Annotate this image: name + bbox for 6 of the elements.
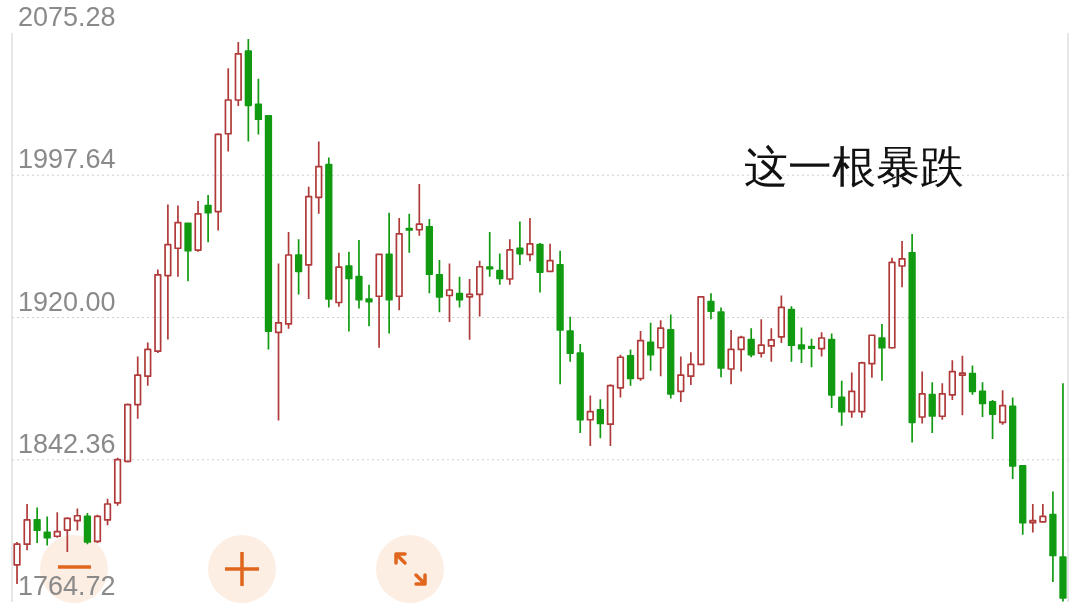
y-tick-label: 2075.28 (18, 2, 116, 32)
y-tick-label: 1842.36 (18, 428, 116, 459)
y-tick-label: 1920.00 (18, 286, 116, 317)
y-tick-label: 1997.64 (18, 144, 116, 175)
y-tick-label: 1764.72 (18, 571, 116, 601)
annotation: 这一根暴跌 (744, 141, 964, 192)
